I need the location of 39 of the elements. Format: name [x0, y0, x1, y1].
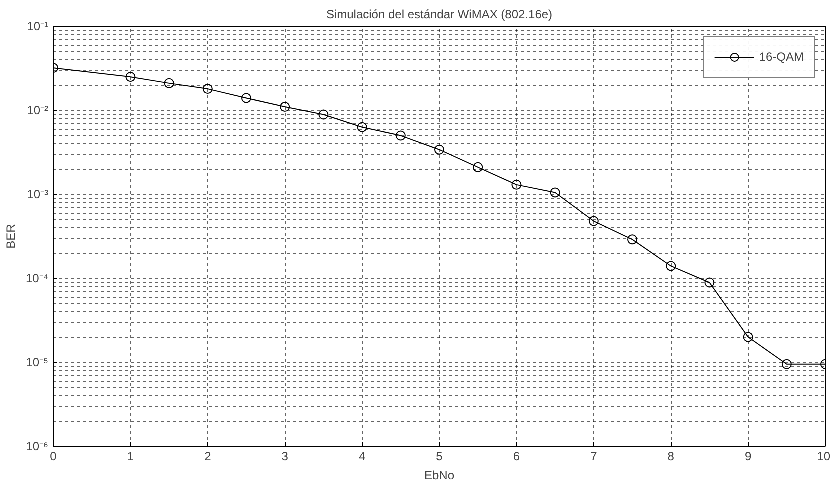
- point: [434, 144, 444, 155]
- x-tick-label: 2: [204, 450, 212, 464]
- x-tick-label: 10: [817, 450, 831, 464]
- x-axis-title: EbNo: [424, 468, 455, 482]
- y-tick-label: 10⁻⁴: [26, 272, 49, 286]
- chart-title: Simulación del estándar WiMAX (802.16e): [326, 8, 553, 22]
- point: [126, 72, 136, 82]
- point: [782, 359, 792, 370]
- x-tick-label: 9: [744, 450, 752, 464]
- point: [512, 180, 522, 190]
- x-tick-label: 5: [436, 450, 444, 464]
- point: [396, 130, 406, 141]
- x-tick-label: 0: [50, 450, 58, 464]
- y-tick-label: 10⁻²: [27, 104, 49, 118]
- y-tick-label: 10⁻¹: [27, 20, 49, 34]
- point: [164, 78, 174, 88]
- point: [242, 93, 252, 104]
- point: [666, 261, 676, 272]
- legend-label: 16-QAM: [759, 50, 804, 64]
- point: [704, 278, 715, 288]
- y-axis-title: BER: [4, 224, 18, 249]
- point: [280, 102, 290, 112]
- point: [318, 110, 329, 120]
- y-tick-label: 10⁻⁶: [26, 440, 49, 454]
- x-tick-label: 7: [590, 450, 598, 464]
- x-tick-label: 4: [358, 450, 366, 464]
- point: [628, 234, 638, 245]
- point: [743, 332, 754, 342]
- x-tick-label: 8: [668, 450, 675, 464]
- y-tick-label: 10⁻⁵: [26, 356, 49, 370]
- x-tick-label: 3: [282, 450, 289, 464]
- point: [202, 84, 213, 94]
- x-tick-label: 1: [127, 450, 134, 464]
- point: [588, 216, 599, 226]
- x-tick-label: 6: [513, 450, 520, 464]
- point: [357, 122, 368, 132]
- point: [473, 162, 484, 172]
- point: [550, 188, 560, 198]
- y-tick-label: 10⁻³: [27, 188, 49, 202]
